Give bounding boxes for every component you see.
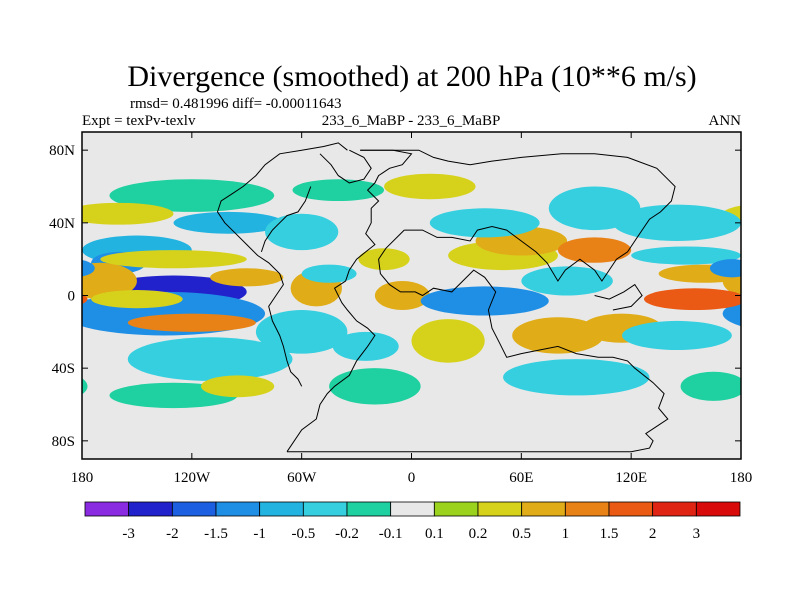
colorbar-label: 0.2	[469, 526, 488, 542]
contour-region-24	[384, 173, 476, 200]
contour-region-35	[503, 359, 650, 396]
colorbar-label: 0.1	[425, 526, 444, 542]
contour-region-9	[91, 290, 183, 309]
x-tick-label: 60W	[287, 470, 317, 486]
contour-region-20	[332, 331, 399, 361]
right-label: ANN	[709, 113, 742, 129]
colorbar-swatch-5	[302, 501, 348, 517]
colorbar-swatch-14	[695, 501, 741, 517]
contour-region-36	[82, 294, 88, 305]
y-tick-label: 40S	[52, 361, 75, 377]
coastline-segment-0	[286, 149, 413, 452]
y-tick-label: 80N	[49, 143, 75, 159]
contour-region-41	[82, 378, 88, 395]
colorbar-label: -1.5	[204, 526, 228, 542]
colorbar-swatch-13	[652, 501, 697, 517]
colorbar-swatch-12	[608, 501, 654, 517]
colorbar-swatch-3	[215, 501, 261, 517]
contour-region-8	[82, 262, 137, 300]
contour-region-39	[0, 246, 82, 264]
colorbar-label: -0.5	[291, 526, 315, 542]
colorbar-swatch-10	[521, 501, 566, 517]
x-tick-label: 180	[730, 470, 753, 486]
colorbar-label: -0.2	[335, 526, 359, 542]
contour-region-37	[82, 268, 92, 280]
contour-region-41	[680, 371, 741, 401]
contour-region-13	[82, 202, 174, 225]
x-tick-label: 120E	[615, 470, 647, 486]
colorbar-swatch-0	[84, 501, 130, 517]
center-label: 233_6_MaBP - 233_6_MaBP	[322, 113, 501, 129]
contour-region-40	[622, 320, 732, 350]
x-tick-label: 120W	[173, 470, 211, 486]
contour-region-12	[210, 268, 284, 287]
y-tick-label: 40N	[49, 216, 75, 232]
coastline-segment-3	[216, 142, 348, 387]
chart-title: Divergence (smoothed) at 200 hPa (10**6 …	[127, 60, 696, 93]
contour-region-29	[411, 319, 485, 363]
contour-region-30	[512, 317, 604, 354]
colorbar-swatch-8	[433, 501, 479, 517]
colorbar-label: 3	[693, 526, 701, 542]
x-tick-label: 0	[408, 470, 416, 486]
contour-region-6	[127, 337, 293, 381]
y-tick-label: 0	[68, 289, 76, 305]
contour-region-33	[557, 237, 632, 263]
contour-region-4	[109, 179, 275, 212]
contour-region-2	[741, 236, 800, 265]
contour-region-38	[612, 204, 741, 241]
colorbar-swatch-11	[564, 501, 610, 517]
colorbar-swatch-4	[259, 501, 304, 517]
contour-region-31	[521, 266, 613, 296]
contour-region-14	[200, 375, 275, 398]
colorbar-label: -1	[253, 526, 266, 542]
contour-region-11	[100, 250, 247, 269]
contour-region-42	[82, 259, 95, 277]
colorbar: -3 -2 -1.5 -1 -0.5 -0.2 -0.1 0.1 0.2 0.5 1 1.5 2 3	[84, 501, 741, 542]
axis-ticks: 180 120W 60W 0 60E 120E 180 80N 40N 0 40S 80S	[49, 132, 752, 486]
colorbar-swatch-7	[390, 501, 435, 517]
contour-region-10	[127, 313, 256, 332]
colorbar-label: 0.5	[512, 526, 531, 542]
colorbar-swatch-2	[171, 501, 217, 517]
colorbar-label: 1	[562, 526, 570, 542]
contour-region-22	[358, 248, 410, 271]
colorbar-label: -3	[122, 526, 135, 542]
contour-region-39	[631, 246, 741, 265]
map-plot: 180 120W 60W 0 60E 120E 180 80N 40N 0 40S 80S	[0, 131, 800, 486]
colorbar-swatch-6	[346, 501, 392, 517]
coastline-segment-4	[260, 186, 312, 253]
colorbar-swatch-1	[128, 501, 173, 517]
contour-region-42	[709, 259, 741, 278]
contour-region-28	[429, 208, 540, 238]
contour-region-5	[173, 211, 284, 234]
colorbar-label: -2	[166, 526, 179, 542]
contour-region-25	[420, 286, 549, 316]
contour-region-19	[329, 368, 421, 405]
contour-region-18	[301, 264, 357, 283]
coastline-segment-2	[360, 149, 676, 282]
coastline-layer	[216, 142, 676, 453]
x-tick-label: 180	[71, 470, 94, 486]
contour-region-23	[292, 179, 385, 202]
contour-region-16	[265, 213, 339, 251]
colorbar-label: 2	[649, 526, 657, 542]
contour-region-17	[255, 310, 348, 354]
y-tick-label: 80S	[52, 434, 75, 450]
x-tick-label: 60E	[509, 470, 533, 486]
colorbar-swatch-9	[477, 501, 523, 517]
contour-region-36	[643, 288, 741, 311]
left-label: Expt = texPv-texlv	[82, 113, 196, 129]
colorbar-label: -0.1	[379, 526, 403, 542]
coastline-segment-5	[319, 149, 372, 184]
colorbar-label: 1.5	[600, 526, 619, 542]
contour-fill-layer	[0, 173, 800, 409]
stats-text: rmsd= 0.481996 diff= -0.00011643	[130, 96, 342, 112]
coastline-segment-6	[594, 283, 643, 311]
coastline-segment-1	[287, 229, 669, 453]
contour-region-21	[374, 280, 430, 311]
